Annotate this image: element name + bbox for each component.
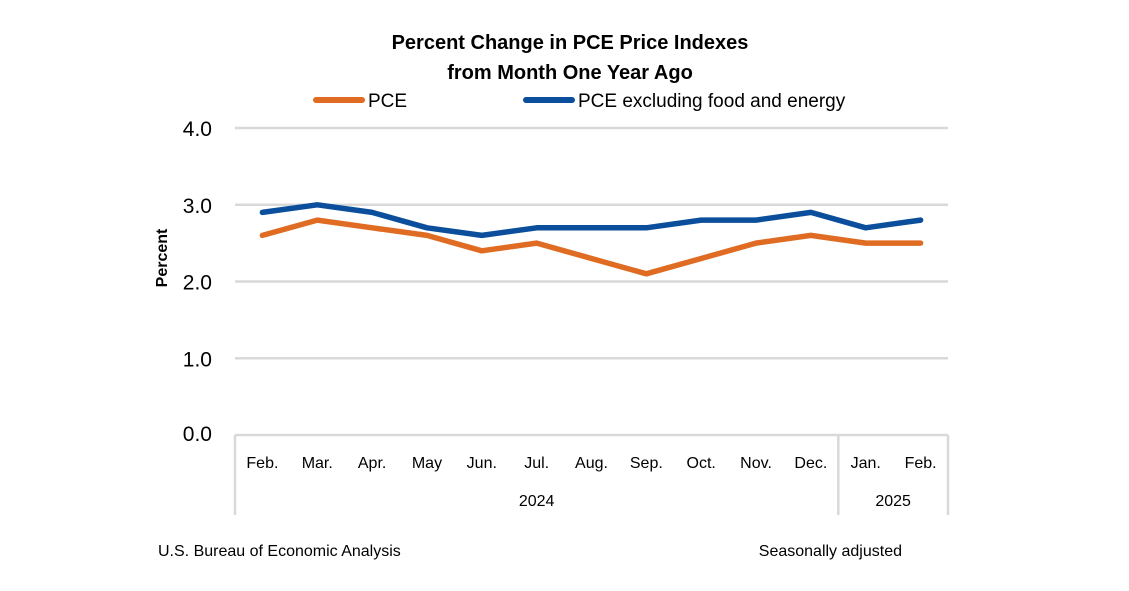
x-tick-label: Feb. xyxy=(246,455,278,472)
source-note: U.S. Bureau of Economic Analysis xyxy=(158,543,401,560)
y-axis-ticks: 0.0 1.0 2.0 3.0 4.0 xyxy=(183,118,212,446)
x-axis: Feb. Mar. Apr. May Jun. Jul. Aug. Sep. Oct. Nov. D… xyxy=(233,433,950,515)
x-tick-label: Apr. xyxy=(358,455,386,472)
chart-title-line-2: from Month One Year Ago xyxy=(447,62,693,84)
gridlines xyxy=(235,126,948,360)
series-line-pce xyxy=(259,217,924,277)
x-tick-label: Feb. xyxy=(905,455,937,472)
y-tick-label: 2.0 xyxy=(183,272,212,295)
y-tick-label: 0.0 xyxy=(183,423,212,446)
x-tick-label: Oct. xyxy=(687,455,716,472)
year-group-label: 2024 xyxy=(519,493,555,510)
x-tick-label: Mar. xyxy=(302,455,333,472)
x-tick-label: Aug. xyxy=(575,455,608,472)
y-axis-label: Percent xyxy=(154,228,171,287)
year-group-label: 2025 xyxy=(875,493,911,510)
x-tick-label: Dec. xyxy=(794,455,827,472)
x-tick-label: May xyxy=(412,455,442,472)
x-tick-label: Jul. xyxy=(524,455,549,472)
chart-title-line-1: Percent Change in PCE Price Indexes xyxy=(392,32,749,54)
legend: PCE PCE excluding food and energy xyxy=(313,91,846,112)
legend-label-pce: PCE xyxy=(368,91,407,112)
legend-label-core-pce: PCE excluding food and energy xyxy=(578,91,846,112)
x-tick-label: Sep. xyxy=(630,455,663,472)
x-tick-label: Nov. xyxy=(740,455,772,472)
y-tick-label: 1.0 xyxy=(183,348,212,371)
series-line-core-pce xyxy=(259,202,924,239)
adjustment-note: Seasonally adjusted xyxy=(759,543,902,560)
x-tick-label: Jun. xyxy=(467,455,497,472)
x-tick-label: Jan. xyxy=(851,455,881,472)
y-tick-label: 4.0 xyxy=(183,118,212,141)
y-tick-label: 3.0 xyxy=(183,195,212,218)
series-lines xyxy=(259,202,924,277)
